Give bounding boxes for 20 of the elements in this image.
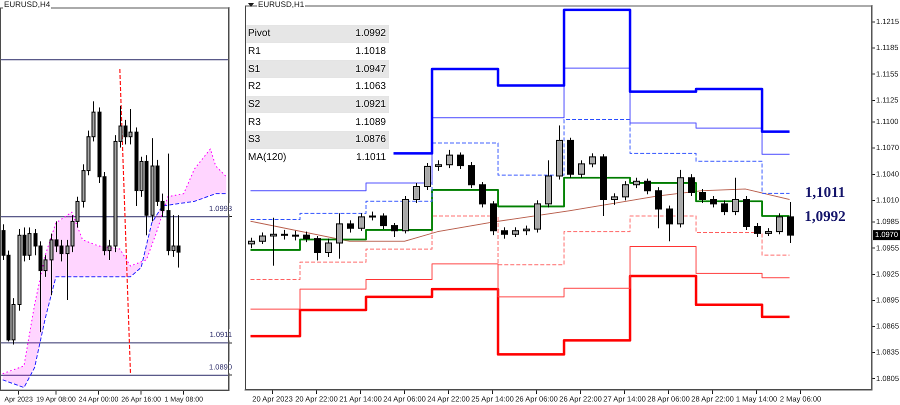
- annotation: MA(120): [247, 151, 288, 166]
- annotation: 1.1018: [354, 45, 387, 60]
- annotation: S3: [247, 133, 262, 148]
- annotation: 1.0992: [354, 27, 387, 42]
- annotation: S2: [247, 98, 262, 112]
- annotation: 1,0992: [804, 208, 846, 225]
- annotation: 1,1011: [804, 184, 846, 201]
- annotation: 1.1011: [355, 151, 387, 166]
- chart-title: EURUSD,H1: [257, 0, 306, 9]
- chart-title: EURUSD,H4: [3, 0, 52, 9]
- annotation: Pivot: [247, 27, 272, 42]
- annotation: 1.0921: [354, 98, 387, 112]
- annotation: 1.0876: [354, 133, 387, 148]
- annotation: 1.1089: [354, 116, 387, 130]
- annotation: R2: [247, 80, 262, 94]
- annotation: 1.1063: [354, 80, 387, 94]
- annotation: R1: [247, 45, 262, 60]
- annotation: S1: [247, 62, 262, 77]
- annotation: R3: [247, 116, 262, 130]
- annotation: 1.0947: [354, 62, 387, 77]
